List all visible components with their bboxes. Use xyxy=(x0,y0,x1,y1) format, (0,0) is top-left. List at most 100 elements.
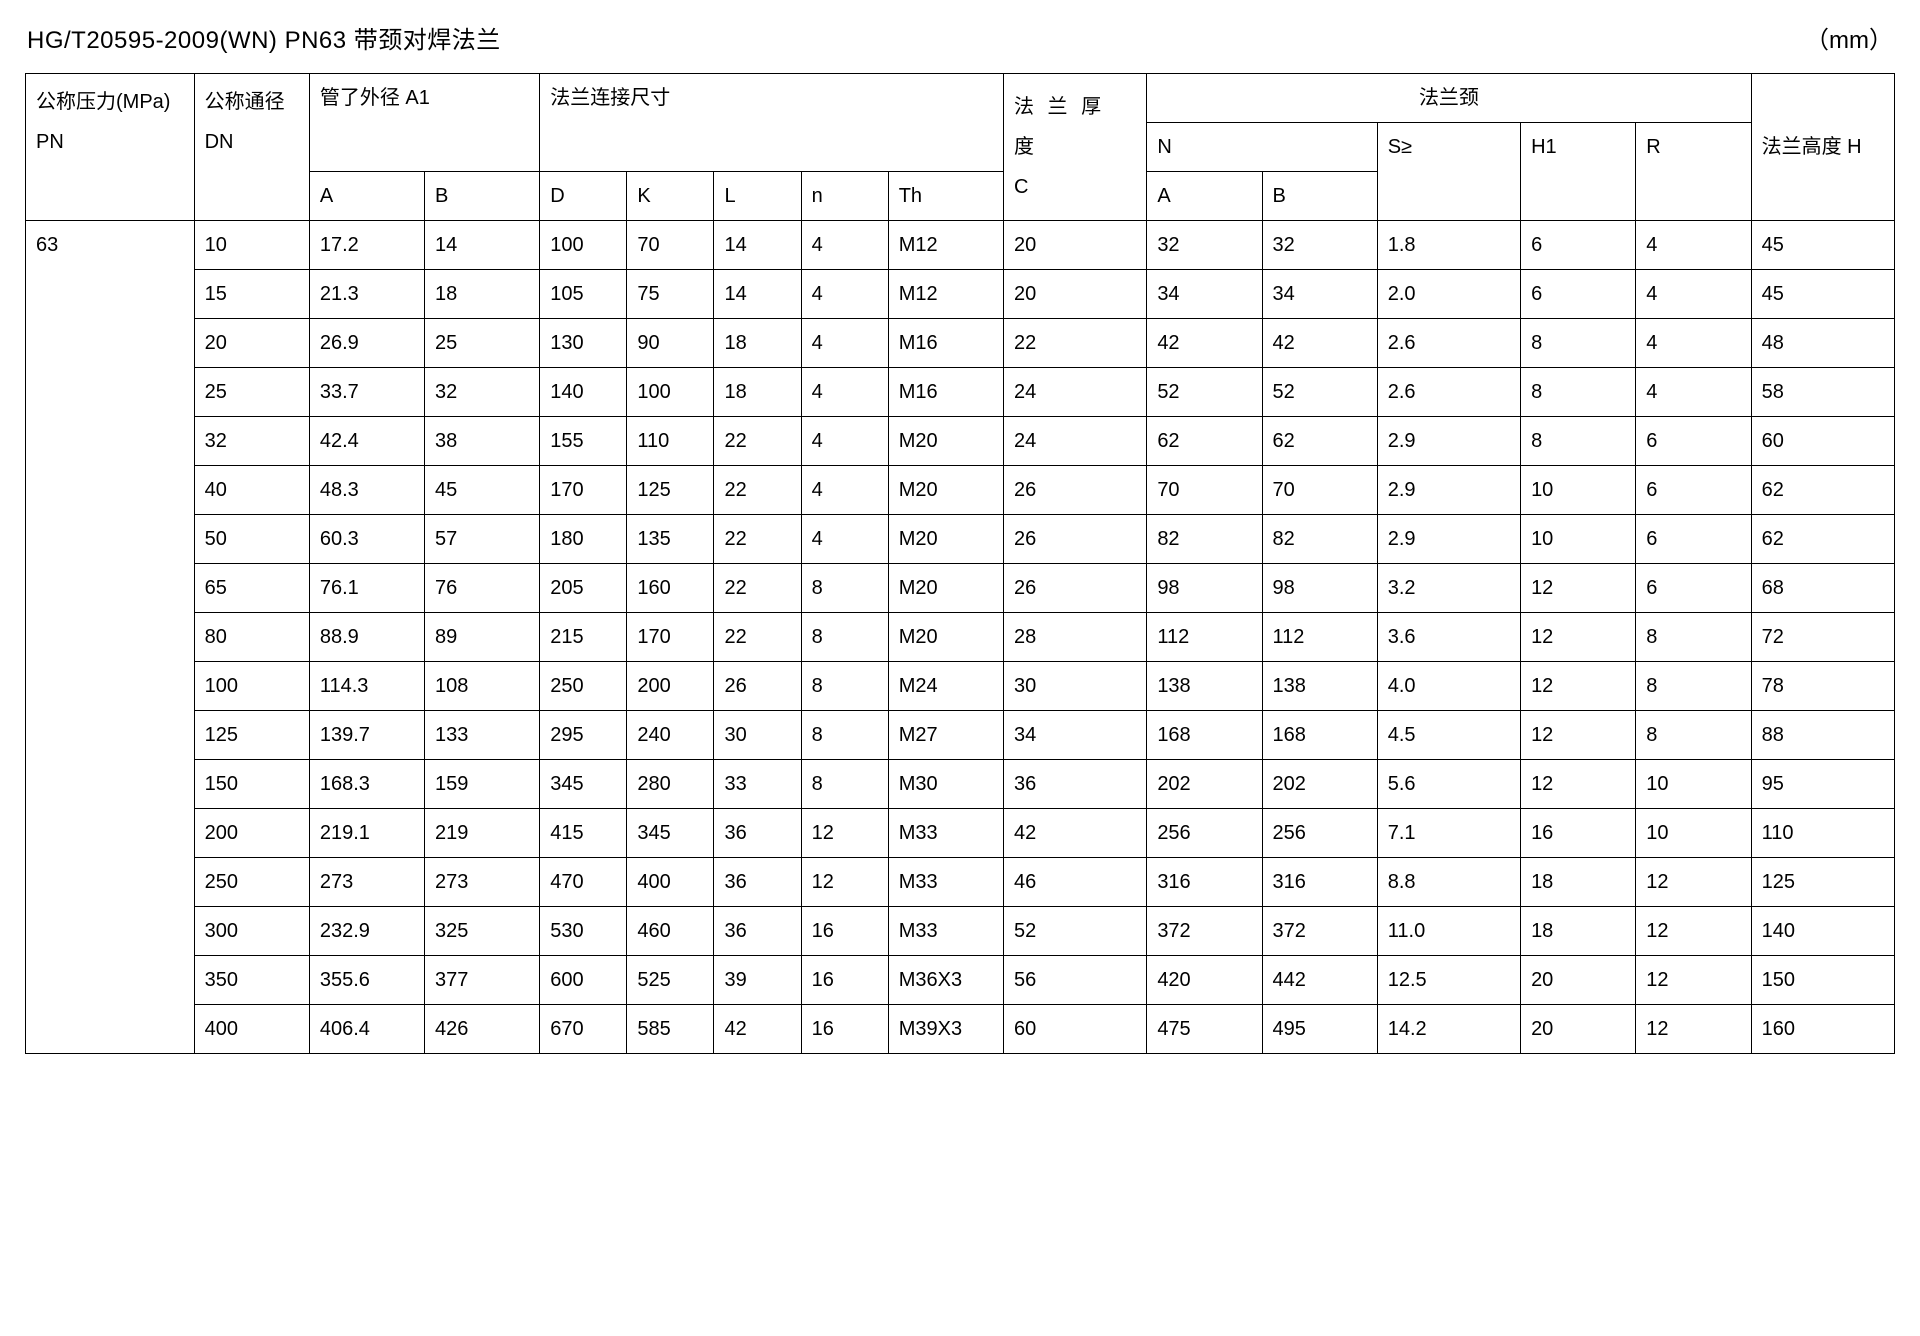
cell-r: 8 xyxy=(1636,711,1751,760)
header-h: 法兰高度 H xyxy=(1751,74,1894,221)
cell-n: 8 xyxy=(801,760,888,809)
cell-c: 52 xyxy=(1004,907,1147,956)
cell-k: 75 xyxy=(627,270,714,319)
cell-th: M20 xyxy=(888,466,1003,515)
cell-n: 16 xyxy=(801,956,888,1005)
cell-c: 34 xyxy=(1004,711,1147,760)
cell-th: M12 xyxy=(888,270,1003,319)
cell-r: 4 xyxy=(1636,270,1751,319)
cell-na: 372 xyxy=(1147,907,1262,956)
cell-th: M20 xyxy=(888,515,1003,564)
cell-n: 4 xyxy=(801,417,888,466)
cell-a: 139.7 xyxy=(309,711,424,760)
cell-n: 16 xyxy=(801,1005,888,1054)
cell-nb: 316 xyxy=(1262,858,1377,907)
table-row: 631017.21410070144M122032321.86445 xyxy=(26,221,1895,270)
cell-r: 6 xyxy=(1636,417,1751,466)
cell-n: 4 xyxy=(801,319,888,368)
cell-na: 98 xyxy=(1147,564,1262,613)
cell-s: 11.0 xyxy=(1377,907,1520,956)
cell-th: M16 xyxy=(888,319,1003,368)
cell-h1: 12 xyxy=(1521,760,1636,809)
cell-c: 26 xyxy=(1004,515,1147,564)
cell-dn: 100 xyxy=(194,662,309,711)
cell-k: 280 xyxy=(627,760,714,809)
cell-r: 4 xyxy=(1636,221,1751,270)
header-neck-b: B xyxy=(1262,172,1377,221)
cell-dn: 40 xyxy=(194,466,309,515)
cell-h: 150 xyxy=(1751,956,1894,1005)
cell-c: 22 xyxy=(1004,319,1147,368)
table-row: 1521.31810575144M122034342.06445 xyxy=(26,270,1895,319)
cell-d: 130 xyxy=(540,319,627,368)
cell-na: 62 xyxy=(1147,417,1262,466)
cell-b: 25 xyxy=(425,319,540,368)
cell-s: 2.6 xyxy=(1377,368,1520,417)
cell-th: M12 xyxy=(888,221,1003,270)
cell-dn: 200 xyxy=(194,809,309,858)
cell-b: 273 xyxy=(425,858,540,907)
header-pn: 公称压力(MPa) PN xyxy=(26,74,195,221)
cell-th: M20 xyxy=(888,417,1003,466)
cell-k: 400 xyxy=(627,858,714,907)
cell-k: 135 xyxy=(627,515,714,564)
cell-a: 355.6 xyxy=(309,956,424,1005)
table-row: 8088.989215170228M20281121123.612872 xyxy=(26,613,1895,662)
cell-r: 6 xyxy=(1636,564,1751,613)
cell-c: 26 xyxy=(1004,466,1147,515)
cell-h: 62 xyxy=(1751,515,1894,564)
cell-h: 48 xyxy=(1751,319,1894,368)
cell-k: 100 xyxy=(627,368,714,417)
cell-d: 140 xyxy=(540,368,627,417)
cell-n: 4 xyxy=(801,221,888,270)
cell-h: 88 xyxy=(1751,711,1894,760)
cell-nb: 442 xyxy=(1262,956,1377,1005)
cell-n: 4 xyxy=(801,368,888,417)
cell-dn: 20 xyxy=(194,319,309,368)
cell-n: 12 xyxy=(801,809,888,858)
cell-a: 33.7 xyxy=(309,368,424,417)
cell-s: 4.0 xyxy=(1377,662,1520,711)
cell-th: M24 xyxy=(888,662,1003,711)
cell-dn: 150 xyxy=(194,760,309,809)
header-conn-group: 法兰连接尺寸 xyxy=(540,74,1004,172)
cell-c: 60 xyxy=(1004,1005,1147,1054)
cell-na: 52 xyxy=(1147,368,1262,417)
cell-h1: 16 xyxy=(1521,809,1636,858)
cell-dn: 10 xyxy=(194,221,309,270)
cell-h1: 12 xyxy=(1521,613,1636,662)
cell-r: 10 xyxy=(1636,760,1751,809)
cell-r: 4 xyxy=(1636,368,1751,417)
cell-nb: 495 xyxy=(1262,1005,1377,1054)
table-row: 125139.7133295240308M27341681684.512888 xyxy=(26,711,1895,760)
cell-l: 26 xyxy=(714,662,801,711)
header-n: n xyxy=(801,172,888,221)
cell-n: 8 xyxy=(801,711,888,760)
cell-h1: 12 xyxy=(1521,662,1636,711)
cell-l: 36 xyxy=(714,907,801,956)
cell-na: 316 xyxy=(1147,858,1262,907)
cell-h: 125 xyxy=(1751,858,1894,907)
cell-nb: 98 xyxy=(1262,564,1377,613)
cell-h: 62 xyxy=(1751,466,1894,515)
cell-th: M33 xyxy=(888,907,1003,956)
cell-a: 60.3 xyxy=(309,515,424,564)
cell-d: 295 xyxy=(540,711,627,760)
cell-k: 70 xyxy=(627,221,714,270)
cell-s: 2.9 xyxy=(1377,515,1520,564)
cell-b: 18 xyxy=(425,270,540,319)
cell-l: 22 xyxy=(714,515,801,564)
cell-a: 26.9 xyxy=(309,319,424,368)
table-row: 350355.63776005253916M36X35642044212.520… xyxy=(26,956,1895,1005)
header-neck-n: N xyxy=(1147,123,1377,172)
cell-h1: 6 xyxy=(1521,270,1636,319)
cell-l: 36 xyxy=(714,858,801,907)
cell-d: 100 xyxy=(540,221,627,270)
cell-k: 585 xyxy=(627,1005,714,1054)
cell-b: 14 xyxy=(425,221,540,270)
header-d: D xyxy=(540,172,627,221)
cell-dn: 350 xyxy=(194,956,309,1005)
cell-k: 125 xyxy=(627,466,714,515)
cell-n: 4 xyxy=(801,466,888,515)
header-neck-a: A xyxy=(1147,172,1262,221)
